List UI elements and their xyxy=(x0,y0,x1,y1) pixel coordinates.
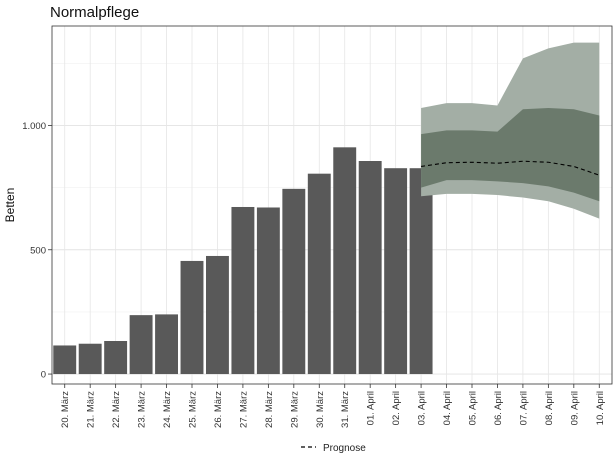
x-tick-label: 31. März xyxy=(340,391,351,428)
x-tick-label: 26. März xyxy=(213,391,224,428)
bar-12 xyxy=(333,147,357,375)
x-tick-label: 27. März xyxy=(238,391,249,428)
bar-7 xyxy=(206,255,229,375)
x-tick-label: 04. April xyxy=(442,391,453,425)
bar-15 xyxy=(409,168,433,375)
x-tick-label: 29. März xyxy=(289,391,300,428)
bars xyxy=(53,147,433,375)
x-tick-label: 05. April xyxy=(468,391,479,425)
bar-1 xyxy=(53,345,77,375)
x-tick-label: 24. März xyxy=(162,391,173,428)
x-axis: 20. März 21. März 22. März 23. März 24. März… xyxy=(60,384,606,428)
x-tick-label: 07. April xyxy=(518,391,529,425)
bar-13 xyxy=(358,160,382,375)
bar-9 xyxy=(256,207,280,375)
bar-5 xyxy=(155,314,178,375)
forecast-median-line xyxy=(421,160,600,176)
bar-14 xyxy=(384,168,408,375)
x-tick-label: 01. April xyxy=(366,391,377,425)
y-tick-label: 0 xyxy=(41,370,46,381)
legend-label-prognose: Prognose xyxy=(323,443,366,454)
forecast-bands xyxy=(421,42,600,219)
x-tick-label: 02. April xyxy=(391,391,402,425)
x-tick-label: 06. April xyxy=(493,391,504,425)
bar-6 xyxy=(180,260,204,375)
y-axis-title: Betten xyxy=(3,188,17,223)
x-tick-label: 30. März xyxy=(315,391,326,428)
x-tick-label: 10. April xyxy=(595,391,606,425)
bar-11 xyxy=(307,173,331,375)
panel-border xyxy=(51,25,613,385)
x-tick-label: 28. März xyxy=(264,391,275,428)
x-tick-label: 23. März xyxy=(137,391,148,428)
y-tick-label: 500 xyxy=(30,245,46,256)
y-tick-label: 1.000 xyxy=(22,121,46,132)
y-axis: 0 500 1.000 xyxy=(22,121,52,381)
forecast-line xyxy=(421,160,600,176)
x-tick-label: 25. März xyxy=(188,391,199,428)
x-tick-label: 08. April xyxy=(544,391,555,425)
bar-3 xyxy=(104,340,128,375)
chart-title: Normalpflege xyxy=(50,4,139,21)
bar-4 xyxy=(129,315,153,375)
x-tick-label: 09. April xyxy=(569,391,580,425)
legend: Prognose xyxy=(301,443,366,454)
x-tick-label: 22. März xyxy=(111,391,122,428)
forecast-inner-band xyxy=(421,108,600,202)
x-tick-label: 03. April xyxy=(417,391,428,425)
bar-10 xyxy=(282,188,306,375)
x-tick-label: 20. März xyxy=(60,391,71,428)
bar-8 xyxy=(231,206,255,375)
x-tick-label: 21. März xyxy=(86,391,97,428)
bar-2 xyxy=(78,343,102,375)
